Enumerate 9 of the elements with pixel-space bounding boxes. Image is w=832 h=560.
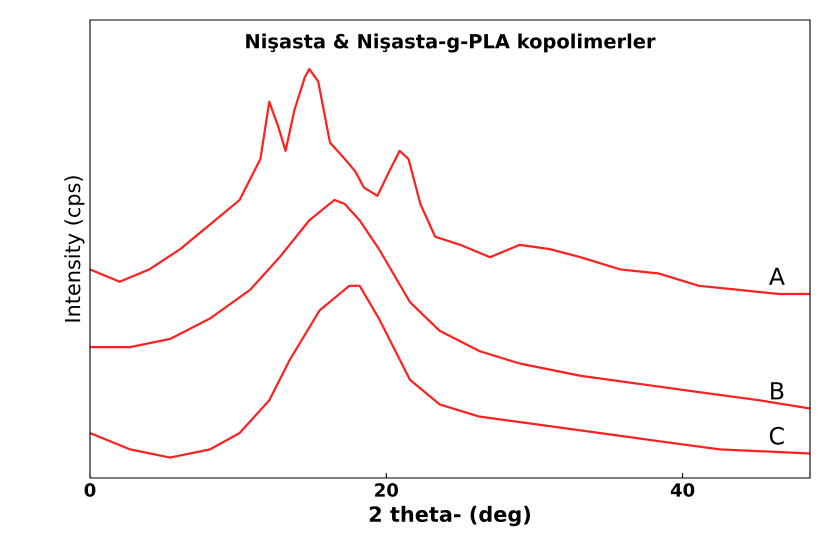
chart-title: Nişasta & Nişasta-g-PLA kopolimerler — [246, 34, 656, 52]
x-tick-label: 20 — [375, 483, 398, 497]
y-axis-title: Intensity (cps) — [64, 176, 84, 322]
series-label: B — [771, 382, 784, 400]
x-axis-title: 2 theta- (deg) — [370, 506, 530, 526]
x-tick-label: 0 — [84, 483, 96, 497]
series-label: C — [770, 426, 784, 445]
series-label: A — [769, 268, 785, 285]
x-tick-label: 40 — [670, 483, 694, 497]
